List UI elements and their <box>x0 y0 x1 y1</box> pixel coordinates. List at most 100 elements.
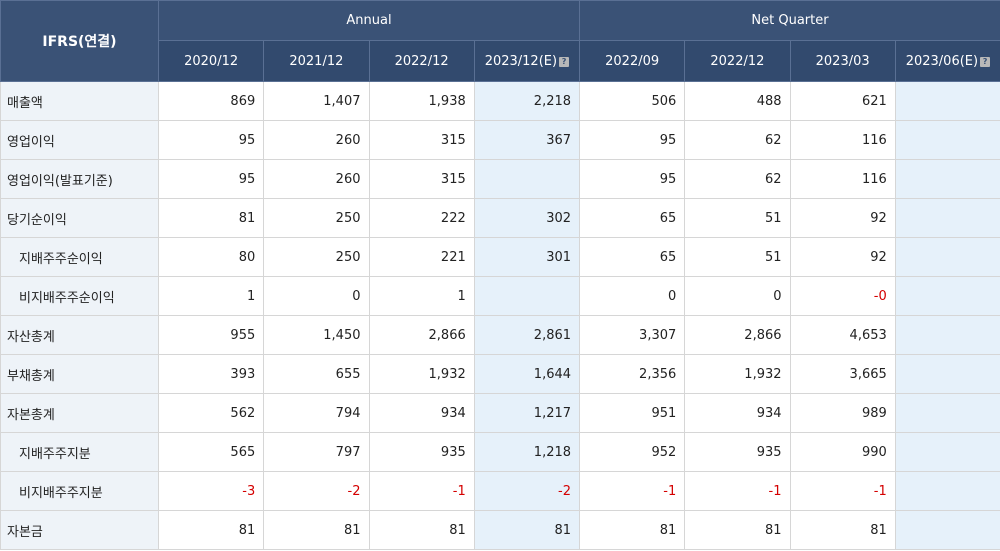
value-cell: 92 <box>789 237 896 277</box>
value-cell: 2,866 <box>368 315 475 355</box>
value-cell: 65 <box>579 237 686 277</box>
value-cell: -1 <box>789 471 896 511</box>
table-row: 자산총계 955 1,450 2,866 2,861 3,307 2,866 4,653 <box>0 315 1000 355</box>
value-cell: 0 <box>263 276 370 316</box>
value-cell: 51 <box>684 237 791 277</box>
period-label: 2022/12 <box>710 53 765 69</box>
corner-header: IFRS(연결) <box>0 0 159 82</box>
value-cell: 367 <box>473 120 581 160</box>
value-cell: 562 <box>157 393 265 433</box>
value-cell <box>894 471 1000 511</box>
value-cell: 250 <box>263 237 370 277</box>
value-cell: 81 <box>368 510 475 550</box>
value-cell: 95 <box>579 159 686 199</box>
value-cell: 81 <box>157 198 265 238</box>
table-row: 매출액 869 1,407 1,938 2,218 506 488 621 <box>0 81 1000 121</box>
row-label: 지배주주지분 <box>0 432 159 472</box>
value-cell: 81 <box>684 510 791 550</box>
row-label: 부채총계 <box>0 354 159 394</box>
value-cell: 222 <box>368 198 475 238</box>
value-cell: 506 <box>579 81 686 121</box>
value-cell: 81 <box>263 510 370 550</box>
value-cell: 62 <box>684 159 791 199</box>
annual-group-header: Annual <box>157 0 581 41</box>
value-cell: -3 <box>157 471 265 511</box>
help-icon[interactable]: ? <box>559 56 570 67</box>
value-cell: 65 <box>579 198 686 238</box>
period-label: 2020/12 <box>184 53 239 69</box>
value-cell <box>894 159 1000 199</box>
value-cell: -1 <box>579 471 686 511</box>
value-cell <box>894 510 1000 550</box>
row-label: 비지배주주지분 <box>0 471 159 511</box>
value-cell: 935 <box>684 432 791 472</box>
table-row: 영업이익(발표기준) 95 260 315 95 62 116 <box>0 159 1000 199</box>
value-cell: 2,218 <box>473 81 581 121</box>
value-cell: 989 <box>789 393 896 433</box>
value-cell <box>894 354 1000 394</box>
period-label: 2023/06(E) <box>905 53 979 69</box>
value-cell: 1,450 <box>263 315 370 355</box>
row-label: 영업이익(발표기준) <box>0 159 159 199</box>
value-cell: 952 <box>579 432 686 472</box>
value-cell: -1 <box>684 471 791 511</box>
table-row: 자본금 81 81 81 81 81 81 81 <box>0 510 1000 550</box>
value-cell: 81 <box>157 510 265 550</box>
value-cell: 95 <box>579 120 686 160</box>
quarter-group-header: Net Quarter <box>579 0 1000 41</box>
period-label: 2023/12(E) <box>484 53 558 69</box>
value-cell: 4,653 <box>789 315 896 355</box>
row-label: 자본총계 <box>0 393 159 433</box>
value-cell: -2 <box>473 471 581 511</box>
value-cell: 80 <box>157 237 265 277</box>
value-cell: 315 <box>368 159 475 199</box>
row-label: 지배주주순이익 <box>0 237 159 277</box>
value-cell: 1,217 <box>473 393 581 433</box>
table-row: 지배주주지분 565 797 935 1,218 952 935 990 <box>0 432 1000 472</box>
value-cell: 221 <box>368 237 475 277</box>
value-cell <box>894 432 1000 472</box>
value-cell <box>894 393 1000 433</box>
value-cell: 797 <box>263 432 370 472</box>
value-cell: 51 <box>684 198 791 238</box>
value-cell: 565 <box>157 432 265 472</box>
value-cell: 260 <box>263 159 370 199</box>
value-cell <box>894 120 1000 160</box>
row-label: 영업이익 <box>0 120 159 160</box>
value-cell: 990 <box>789 432 896 472</box>
value-cell: 81 <box>579 510 686 550</box>
table-row: 부채총계 393 655 1,932 1,644 2,356 1,932 3,665 <box>0 354 1000 394</box>
period-header[interactable]: 2023/12(E)? <box>473 40 581 82</box>
row-label: 자본금 <box>0 510 159 550</box>
value-cell: 1 <box>368 276 475 316</box>
period-header: 2022/12 <box>684 40 791 82</box>
value-cell: 81 <box>473 510 581 550</box>
value-cell: -1 <box>368 471 475 511</box>
value-cell <box>894 237 1000 277</box>
value-cell <box>894 198 1000 238</box>
period-header: 2023/03 <box>789 40 896 82</box>
value-cell: 1,644 <box>473 354 581 394</box>
value-cell: 0 <box>684 276 791 316</box>
value-cell: 1,407 <box>263 81 370 121</box>
table-row: 자본총계 562 794 934 1,217 951 934 989 <box>0 393 1000 433</box>
period-label: 2021/12 <box>289 53 344 69</box>
value-cell: 1,932 <box>684 354 791 394</box>
value-cell: 301 <box>473 237 581 277</box>
value-cell <box>473 159 581 199</box>
value-cell: -2 <box>263 471 370 511</box>
row-label: 자산총계 <box>0 315 159 355</box>
period-label: 2023/03 <box>815 53 870 69</box>
value-cell <box>894 276 1000 316</box>
value-cell: 315 <box>368 120 475 160</box>
value-cell: 488 <box>684 81 791 121</box>
row-label: 비지배주주순이익 <box>0 276 159 316</box>
value-cell: 81 <box>789 510 896 550</box>
table-row: 당기순이익 81 250 222 302 65 51 92 <box>0 198 1000 238</box>
value-cell: 3,665 <box>789 354 896 394</box>
value-cell: 92 <box>789 198 896 238</box>
help-icon[interactable]: ? <box>980 56 991 67</box>
period-header: 2022/09 <box>579 40 686 82</box>
period-header[interactable]: 2023/06(E)? <box>894 40 1000 82</box>
value-cell: 3,307 <box>579 315 686 355</box>
